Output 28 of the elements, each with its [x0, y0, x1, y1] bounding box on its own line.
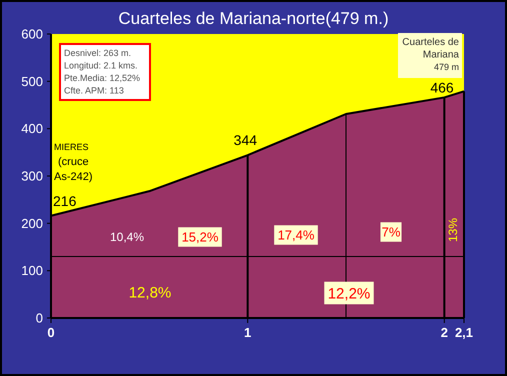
annotation: 15,2%	[182, 230, 219, 245]
x-tick-label: 2,1	[454, 325, 474, 340]
data-label: 344	[234, 132, 258, 148]
annotation: MIERES (cruce As-242)	[54, 142, 93, 183]
annotation: 7%	[382, 224, 401, 240]
annotation: Cfte. APM: 113	[64, 86, 124, 96]
annotation: Longitud: 2.1 kms.	[64, 60, 138, 70]
annotation: Desnivel: 263 m.	[64, 48, 132, 58]
annotation: 13%	[446, 218, 460, 242]
y-tick-label: 300	[21, 168, 43, 184]
annotation: 17,4%	[278, 228, 315, 243]
y-tick-label: 500	[21, 74, 43, 89]
x-tick-label: 2	[440, 325, 448, 340]
x-tick-label: 1	[244, 325, 252, 340]
data-label: 466	[430, 79, 454, 96]
annotation: 12,8%	[128, 284, 172, 302]
y-tick-label: 200	[21, 216, 43, 231]
annotation: Cuarteles de Mariana 479 m	[402, 37, 460, 72]
y-tick-label: 100	[21, 263, 43, 278]
chart-title: Cuarteles de Mariana-norte(479 m.)	[118, 9, 389, 28]
annotation: 10,4%	[110, 230, 144, 244]
annotation: Pte.Media: 12,52%	[64, 73, 140, 83]
x-tick-label: 0	[47, 325, 55, 340]
y-tick-label: 0	[36, 310, 43, 326]
y-tick-label: 400	[21, 121, 43, 136]
data-label: 216	[53, 192, 77, 209]
annotation: 12,2%	[328, 285, 370, 302]
y-tick-label: 600	[21, 26, 43, 42]
